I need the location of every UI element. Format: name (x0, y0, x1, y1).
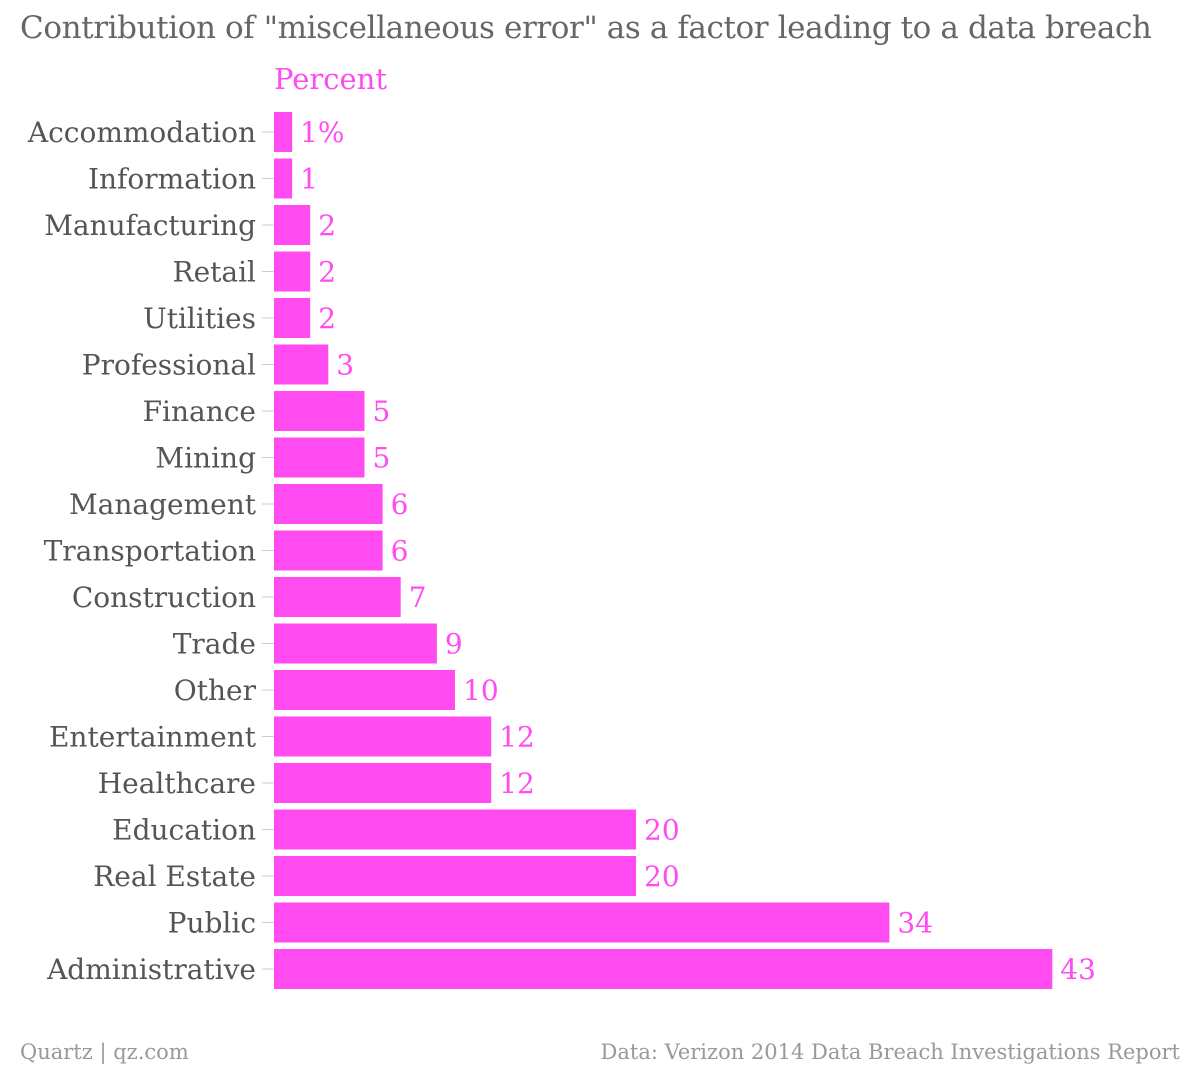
category-label-mining: Mining (155, 442, 256, 475)
bar-healthcare (274, 763, 492, 803)
bar-management (274, 484, 383, 524)
value-label-manufacturing: 2 (318, 209, 336, 242)
value-label-education: 20 (644, 814, 680, 847)
value-label-trade: 9 (445, 628, 463, 661)
bar-education (274, 809, 636, 850)
bar-retail (274, 251, 311, 292)
category-label-other: Other (174, 674, 257, 707)
category-label-construction: Construction (72, 581, 256, 614)
bar-manufacturing (274, 205, 311, 245)
value-label-information: 1 (300, 163, 318, 196)
bar-real-estate (274, 856, 636, 896)
bar-finance (274, 391, 365, 431)
bar-information (274, 158, 293, 199)
value-label-real-estate: 20 (644, 860, 680, 893)
bar-transportation (274, 530, 383, 571)
value-label-professional: 3 (336, 349, 354, 382)
value-label-management: 6 (391, 488, 409, 521)
category-label-transportation: Transportation (44, 535, 256, 568)
value-label-finance: 5 (373, 395, 391, 428)
bar-accommodation (274, 112, 293, 152)
bar-construction (274, 577, 401, 617)
category-label-accommodation: Accommodation (27, 116, 256, 149)
category-label-administrative: Administrative (46, 953, 256, 986)
value-label-entertainment: 12 (499, 721, 535, 754)
category-label-information: Information (88, 163, 256, 196)
credit-text: Quartz | qz.com (20, 1040, 189, 1064)
bar-administrative (274, 949, 1053, 989)
value-label-administrative: 43 (1060, 953, 1096, 986)
value-label-utilities: 2 (318, 302, 336, 335)
bar-mining (274, 437, 365, 478)
category-label-trade: Trade (173, 628, 256, 661)
category-label-finance: Finance (143, 395, 256, 428)
value-label-accommodation: 1% (300, 116, 344, 149)
category-label-professional: Professional (82, 349, 256, 382)
value-label-public: 34 (897, 907, 933, 940)
unit-label: Percent (274, 62, 387, 96)
value-label-mining: 5 (373, 442, 391, 475)
bar-professional (274, 344, 329, 385)
category-label-education: Education (112, 814, 256, 847)
bar-other (274, 670, 455, 710)
bar-trade (274, 623, 437, 664)
value-label-transportation: 6 (391, 535, 409, 568)
category-label-real-estate: Real Estate (93, 860, 256, 893)
bar-entertainment (274, 716, 492, 757)
chart-title: Contribution of "miscellaneous error" as… (20, 10, 1152, 46)
source-text: Data: Verizon 2014 Data Breach Investiga… (600, 1040, 1180, 1064)
category-label-entertainment: Entertainment (49, 721, 257, 754)
category-label-healthcare: Healthcare (98, 767, 256, 800)
bar-utilities (274, 298, 311, 338)
value-label-other: 10 (463, 674, 499, 707)
bars-group: Accommodation 1% Information 1 Manufacturing… (27, 112, 1096, 989)
category-label-public: Public (168, 907, 256, 940)
category-label-manufacturing: Manufacturing (44, 209, 256, 242)
category-label-utilities: Utilities (143, 302, 256, 335)
category-label-retail: Retail (172, 256, 256, 289)
bar-public (274, 902, 890, 943)
value-label-healthcare: 12 (499, 767, 535, 800)
value-label-construction: 7 (409, 581, 427, 614)
value-label-retail: 2 (318, 256, 336, 289)
category-label-management: Management (69, 488, 257, 521)
